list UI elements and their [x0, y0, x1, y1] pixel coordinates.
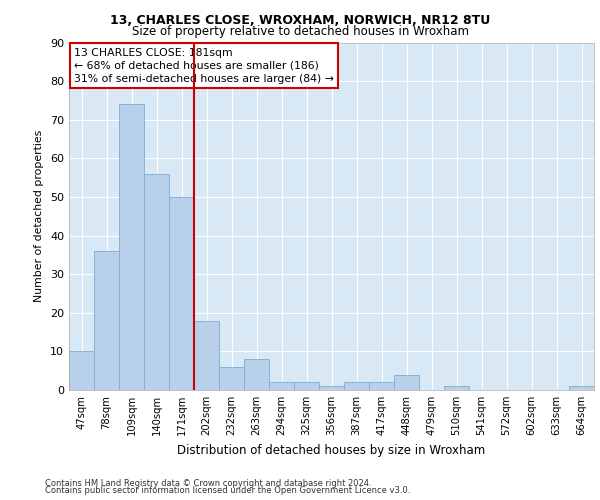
Bar: [244, 359, 269, 390]
Bar: [394, 374, 419, 390]
Text: Contains public sector information licensed under the Open Government Licence v3: Contains public sector information licen…: [45, 486, 410, 495]
Bar: [119, 104, 144, 390]
Y-axis label: Number of detached properties: Number of detached properties: [34, 130, 44, 302]
Bar: [569, 386, 594, 390]
Bar: [194, 320, 219, 390]
X-axis label: Distribution of detached houses by size in Wroxham: Distribution of detached houses by size …: [178, 444, 485, 456]
Bar: [319, 386, 344, 390]
Text: 13 CHARLES CLOSE: 181sqm
← 68% of detached houses are smaller (186)
31% of semi-: 13 CHARLES CLOSE: 181sqm ← 68% of detach…: [74, 48, 334, 84]
Bar: [219, 367, 244, 390]
Bar: [444, 386, 469, 390]
Text: Contains HM Land Registry data © Crown copyright and database right 2024.: Contains HM Land Registry data © Crown c…: [45, 478, 371, 488]
Bar: [94, 251, 119, 390]
Bar: [144, 174, 169, 390]
Text: Size of property relative to detached houses in Wroxham: Size of property relative to detached ho…: [131, 25, 469, 38]
Text: 13, CHARLES CLOSE, WROXHAM, NORWICH, NR12 8TU: 13, CHARLES CLOSE, WROXHAM, NORWICH, NR1…: [110, 14, 490, 27]
Bar: [69, 352, 94, 390]
Bar: [369, 382, 394, 390]
Bar: [269, 382, 294, 390]
Bar: [169, 197, 194, 390]
Bar: [294, 382, 319, 390]
Bar: [344, 382, 369, 390]
